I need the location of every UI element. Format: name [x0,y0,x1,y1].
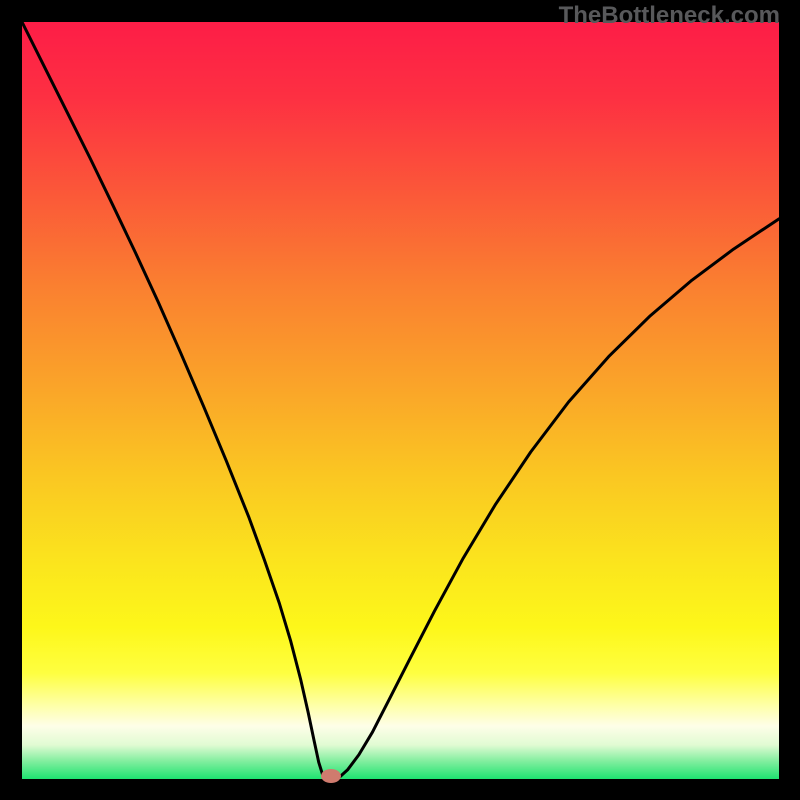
chart-container: TheBottleneck.com [0,0,800,800]
optimum-marker [321,769,341,783]
watermark-text: TheBottleneck.com [559,2,780,30]
bottleneck-curve [22,22,779,779]
curve-layer [22,22,779,779]
plot-area [22,22,779,779]
